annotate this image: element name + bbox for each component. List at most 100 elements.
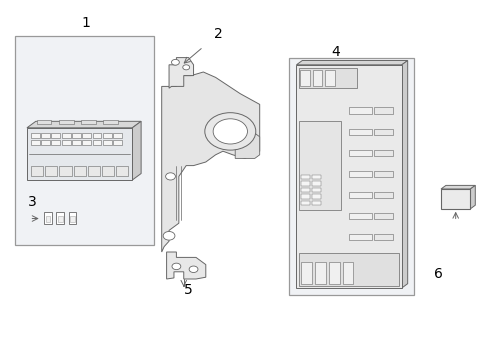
Bar — [37, 120, 51, 124]
Bar — [56, 212, 64, 224]
Bar — [349, 150, 372, 156]
Bar — [103, 120, 118, 124]
Text: 5: 5 — [184, 283, 193, 297]
Bar — [349, 255, 372, 261]
Bar — [44, 212, 52, 224]
Bar — [349, 108, 372, 114]
Polygon shape — [167, 252, 206, 279]
Bar — [289, 58, 414, 295]
Bar — [374, 192, 393, 198]
Bar — [312, 188, 321, 193]
Circle shape — [189, 266, 198, 273]
Bar — [103, 133, 112, 138]
Bar — [93, 133, 101, 138]
Circle shape — [172, 59, 179, 65]
Bar — [72, 133, 81, 138]
Polygon shape — [441, 185, 475, 189]
Polygon shape — [402, 60, 408, 288]
Bar — [45, 166, 57, 176]
Bar — [349, 276, 372, 283]
Circle shape — [183, 65, 190, 70]
Bar — [349, 234, 372, 240]
Polygon shape — [235, 130, 260, 158]
Polygon shape — [132, 121, 141, 180]
Bar — [31, 133, 40, 138]
Bar — [59, 120, 74, 124]
Bar — [312, 181, 321, 186]
Bar — [301, 175, 310, 180]
Bar — [70, 216, 75, 222]
Bar — [349, 129, 372, 135]
Polygon shape — [169, 58, 194, 88]
Bar — [349, 213, 372, 219]
Bar — [312, 201, 321, 206]
Bar — [301, 194, 310, 199]
Bar — [349, 171, 372, 177]
Bar — [349, 192, 372, 198]
Bar — [41, 140, 50, 145]
Bar — [81, 120, 96, 124]
Bar — [301, 188, 310, 193]
Bar — [374, 108, 393, 114]
Bar — [59, 166, 72, 176]
Bar — [62, 133, 71, 138]
Bar — [27, 128, 132, 180]
Polygon shape — [162, 72, 260, 252]
Bar — [72, 140, 81, 145]
Bar — [102, 166, 114, 176]
Bar — [374, 213, 393, 219]
Bar — [116, 166, 128, 176]
Bar — [301, 181, 310, 186]
Bar — [374, 150, 393, 156]
Bar — [93, 140, 101, 145]
Text: 4: 4 — [331, 45, 340, 59]
Text: 1: 1 — [81, 17, 90, 30]
Bar — [62, 140, 71, 145]
Text: 2: 2 — [214, 27, 222, 41]
Bar — [301, 262, 312, 284]
Bar — [74, 166, 86, 176]
Bar — [299, 253, 399, 286]
Bar — [315, 262, 326, 284]
Circle shape — [205, 113, 256, 150]
Bar — [82, 133, 91, 138]
Bar — [300, 70, 310, 86]
Bar — [58, 216, 63, 222]
Bar — [51, 140, 60, 145]
Polygon shape — [27, 121, 141, 128]
Bar — [15, 36, 154, 245]
Bar — [31, 166, 43, 176]
Bar — [374, 129, 393, 135]
Bar — [296, 65, 402, 288]
Bar — [301, 201, 310, 206]
Circle shape — [172, 263, 181, 270]
Bar — [82, 140, 91, 145]
Bar — [312, 175, 321, 180]
Bar — [441, 189, 470, 209]
Bar — [374, 171, 393, 177]
Bar — [374, 276, 393, 283]
Bar — [325, 70, 335, 86]
Bar — [113, 140, 122, 145]
Bar — [103, 140, 112, 145]
Circle shape — [163, 231, 175, 240]
Polygon shape — [296, 60, 408, 65]
Text: 3: 3 — [27, 195, 36, 208]
Bar — [312, 194, 321, 199]
Bar — [299, 68, 357, 88]
Bar — [31, 140, 40, 145]
Bar — [329, 262, 340, 284]
Circle shape — [166, 173, 175, 180]
Bar — [343, 262, 353, 284]
Bar — [69, 212, 76, 224]
Bar — [46, 216, 50, 222]
Bar — [88, 166, 100, 176]
Bar — [299, 121, 341, 210]
Circle shape — [213, 119, 247, 144]
Bar — [113, 133, 122, 138]
Bar — [41, 133, 50, 138]
Bar — [313, 70, 322, 86]
Bar — [374, 255, 393, 261]
Bar — [51, 133, 60, 138]
Text: 6: 6 — [434, 267, 443, 280]
